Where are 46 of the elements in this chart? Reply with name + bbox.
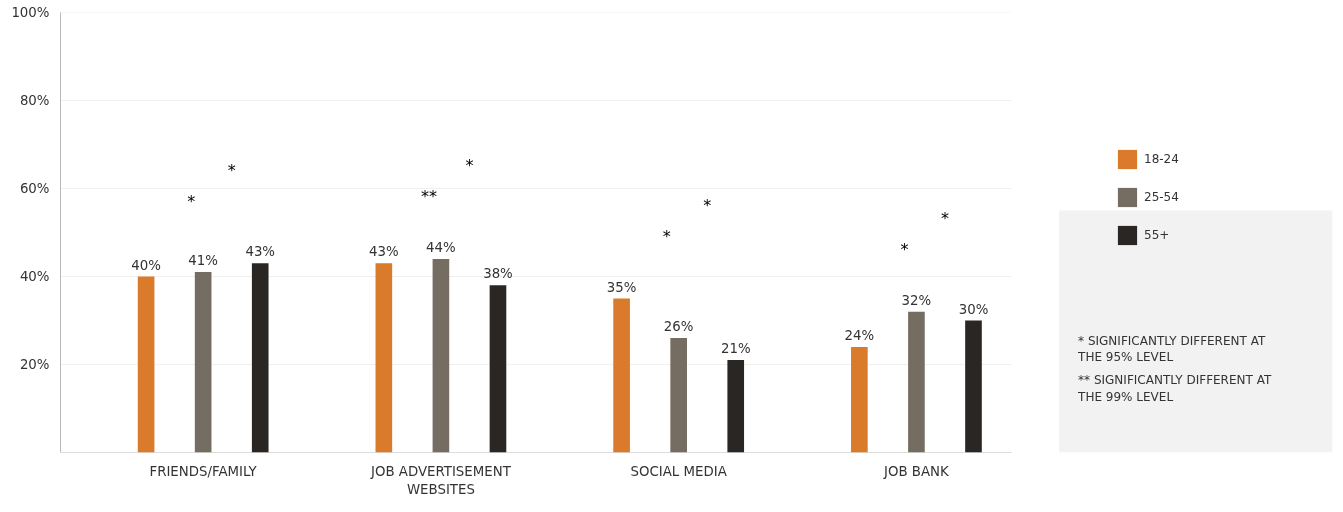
annotation: * xyxy=(465,156,474,176)
bar xyxy=(489,285,507,453)
text: 32% xyxy=(901,292,932,308)
text: 21% xyxy=(720,341,751,357)
text: * SIGNIFICANTLY DIFFERENT AT THE 95% LEVEL xyxy=(1077,333,1266,365)
annotation: * xyxy=(900,239,909,259)
y-tick-label: 100% xyxy=(11,5,50,20)
text: 30% xyxy=(958,301,989,317)
text: 24% xyxy=(844,327,875,343)
text: 40% xyxy=(131,257,161,273)
y-tick-label: 60% xyxy=(19,181,50,196)
bar xyxy=(194,272,212,453)
x-tick-label: JOB BANK xyxy=(883,463,951,479)
text: 38% xyxy=(483,266,513,282)
bar xyxy=(908,311,925,453)
annotation: * xyxy=(662,226,671,246)
legend-label: 25-54 xyxy=(1144,190,1179,204)
annotation: * xyxy=(187,191,196,211)
text: 43% xyxy=(369,244,399,260)
bar xyxy=(375,263,393,453)
bar xyxy=(613,298,630,453)
bar xyxy=(851,346,868,453)
x-tick-label: FRIENDS/FAMILY xyxy=(149,463,258,479)
y-tick-label: 20% xyxy=(19,357,50,372)
y-tick-label: 40% xyxy=(19,269,50,284)
legend-label: 55+ xyxy=(1144,228,1170,242)
y-tick-label: 80% xyxy=(19,93,50,108)
x-tick-label: SOCIAL MEDIA xyxy=(630,463,727,479)
annotation: * xyxy=(703,195,712,215)
annotation: ** xyxy=(421,187,438,207)
bar xyxy=(727,360,745,453)
text: ** SIGNIFICANTLY DIFFERENT AT THE 99% LEVEL xyxy=(1077,373,1272,405)
text: 43% xyxy=(245,244,276,260)
bar xyxy=(670,338,687,453)
text: 26% xyxy=(663,319,694,335)
annotation: * xyxy=(227,160,236,180)
text: 35% xyxy=(606,279,637,295)
legend-label: 18-24 xyxy=(1144,152,1179,166)
text: 41% xyxy=(188,253,218,269)
text: 44% xyxy=(426,239,456,255)
bar xyxy=(251,263,269,453)
bar xyxy=(965,320,982,453)
annotation: * xyxy=(940,209,949,229)
bar xyxy=(432,258,450,453)
x-tick-label: JOB ADVERTISEMENT WEBSITES xyxy=(370,463,512,497)
bar xyxy=(137,276,155,453)
